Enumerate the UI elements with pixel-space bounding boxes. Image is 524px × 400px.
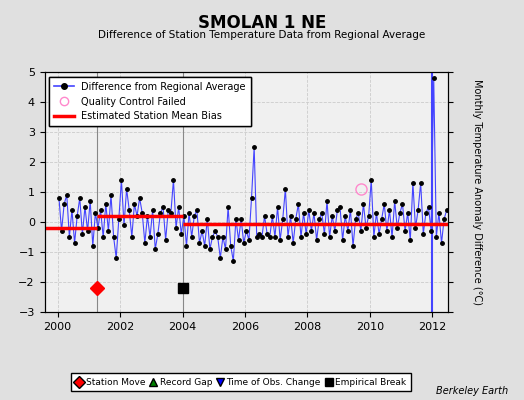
Text: SMOLAN 1 NE: SMOLAN 1 NE <box>198 14 326 32</box>
Text: Difference of Station Temperature Data from Regional Average: Difference of Station Temperature Data f… <box>99 30 425 40</box>
Legend: Station Move, Record Gap, Time of Obs. Change, Empirical Break: Station Move, Record Gap, Time of Obs. C… <box>71 374 411 392</box>
Text: Berkeley Earth: Berkeley Earth <box>436 386 508 396</box>
Legend: Difference from Regional Average, Quality Control Failed, Estimated Station Mean: Difference from Regional Average, Qualit… <box>49 77 251 126</box>
Y-axis label: Monthly Temperature Anomaly Difference (°C): Monthly Temperature Anomaly Difference (… <box>472 79 482 305</box>
